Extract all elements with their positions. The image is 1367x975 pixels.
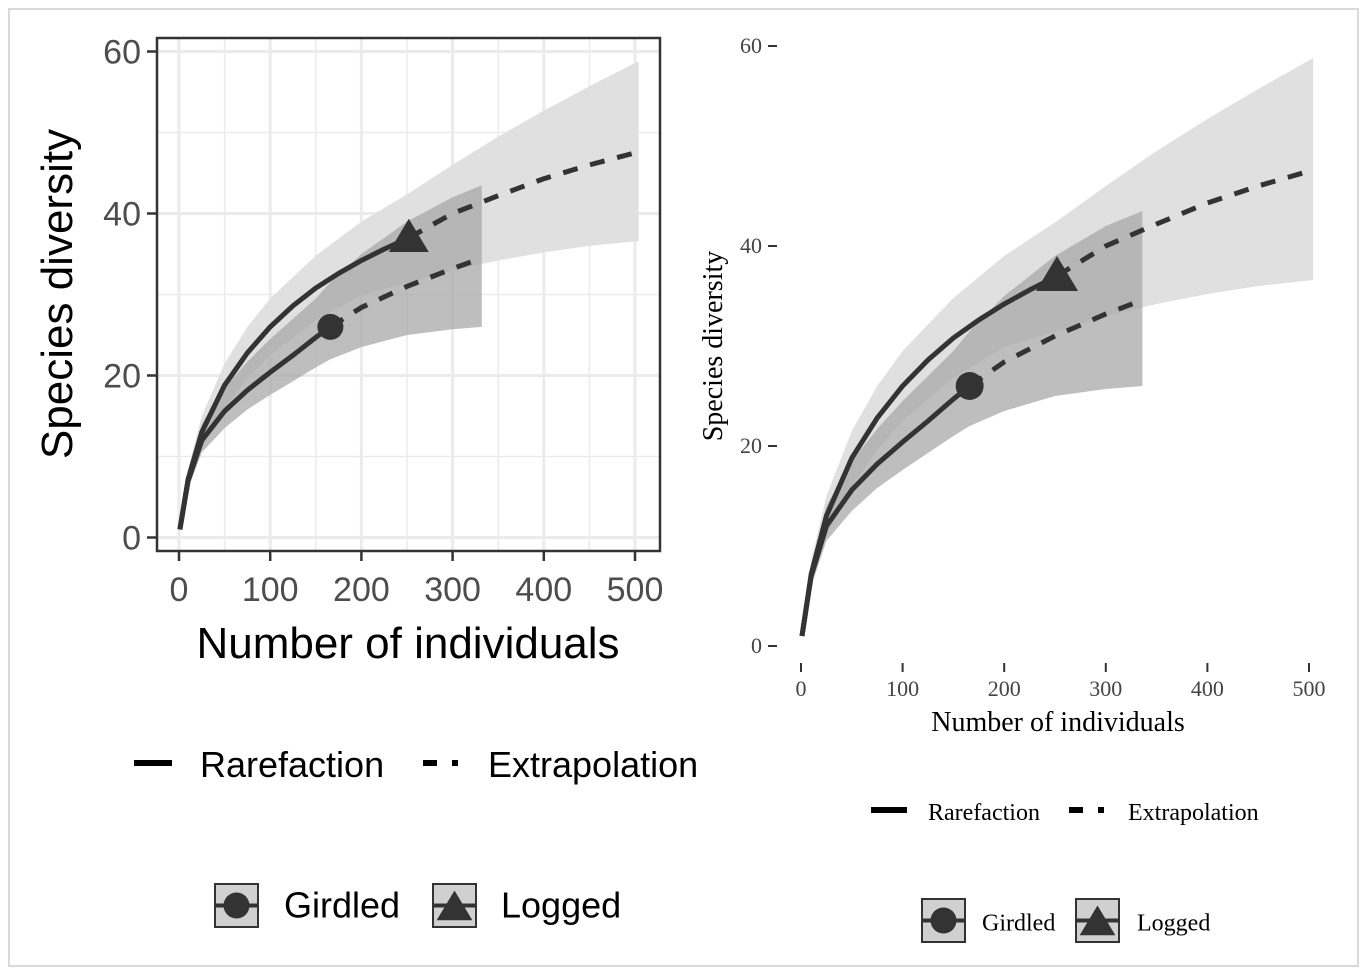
ci-band-logged [802,58,1314,636]
rarefaction-line-logged [177,235,410,530]
marker-girdled-observed [955,372,984,400]
marker-girdled-observed [317,313,344,340]
x-tick-label: 300 [1089,676,1122,701]
legend-label-extrapolation: Extrapolation [488,744,698,785]
y-tick-label: 0 [751,633,762,658]
x-tick-label: 0 [170,571,189,609]
ci-band-girdled [179,185,482,530]
y-tick-label: 40 [740,233,762,258]
x-axis-title: Number of individuals [196,619,619,668]
legend-label-girdled: Girdled [284,885,400,926]
rarefaction-line-logged [799,273,1059,637]
x-tick-label: 100 [886,676,919,701]
y-axis-title: Species diversity [698,251,729,442]
legend-triangle-icon [436,890,473,921]
x-tick-label: 400 [1191,676,1224,701]
legend-label-logged: Logged [501,885,621,926]
x-tick-label: 300 [424,571,481,609]
legend-label-rarefaction: Rarefaction [200,744,384,785]
x-tick-label: 0 [796,676,807,701]
y-tick-label: 60 [740,33,762,58]
legend-label-logged: Logged [1137,910,1210,936]
x-tick-label: 200 [333,571,390,609]
legend-circle-icon [930,907,957,934]
extrapolation-line-girdled [329,255,483,330]
y-tick-label: 60 [103,34,141,72]
extrapolation-line-logged [1055,167,1314,279]
legend-label-rarefaction: Rarefaction [928,800,1040,826]
y-axis-title: Species diversity [33,129,82,459]
extrapolation-line-logged [407,149,640,240]
ci-band-girdled [802,211,1143,636]
legend-circle-icon [223,892,250,919]
y-tick-label: 40 [103,196,141,234]
marker-logged-observed [388,218,429,253]
x-tick-label: 100 [242,571,299,609]
legend-label-girdled: Girdled [982,910,1055,936]
x-tick-label: 500 [1293,676,1326,701]
x-tick-label: 500 [607,571,664,609]
legend-label-extrapolation: Extrapolation [1128,800,1259,826]
extrapolation-line-girdled [968,297,1144,389]
y-tick-label: 20 [740,433,762,458]
x-tick-label: 400 [515,571,572,609]
y-tick-label: 20 [103,358,141,396]
ci-band-logged [179,61,639,530]
legend-triangle-icon [1079,905,1116,936]
marker-logged-observed [1036,256,1079,291]
x-tick-label: 200 [988,676,1021,701]
y-tick-label: 0 [122,520,141,558]
chart-panel-2: 0 20 40 60 0 100 200 300 400 500 Number of individ… [698,33,1326,943]
x-axis-title: Number of individuals [931,707,1185,738]
chart-panel-1: 0 20 40 60 0 100 200 300 400 500 Number of individ… [33,34,698,928]
panel-border [155,36,662,553]
